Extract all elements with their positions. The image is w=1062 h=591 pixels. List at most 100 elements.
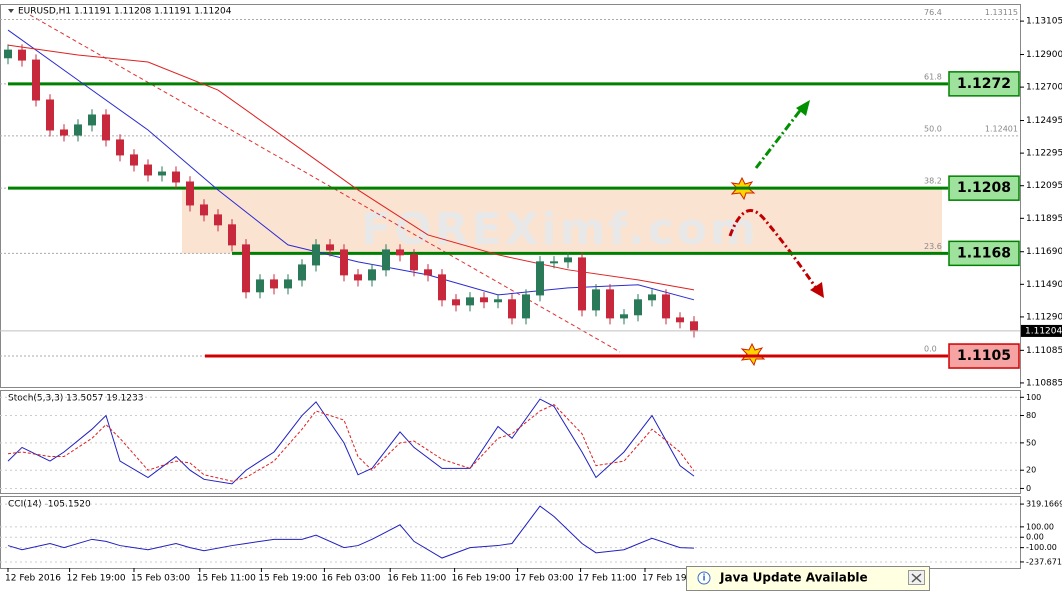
fib-ratio: 61.8 [924, 72, 942, 81]
candle-body [88, 114, 96, 126]
candle-body [242, 244, 250, 293]
candle-body [368, 269, 376, 281]
y-tick-label: 1.12900 [1026, 50, 1062, 60]
candle-body [340, 249, 348, 276]
level-label: 1.1272 [957, 76, 1011, 92]
candle-body [676, 317, 684, 323]
indicator-tick-label: 100.00 [1026, 522, 1054, 531]
fib-ratio: 0.0 [924, 345, 937, 354]
fib-price: 1.12401 [985, 124, 1018, 133]
indicator-line [7, 403, 695, 482]
candle-body [74, 124, 82, 136]
candle-body [480, 297, 488, 303]
info-icon [697, 571, 711, 585]
x-tick-label: 16 Feb 11:00 [387, 574, 446, 584]
current-price-label: 1.11204 [1025, 326, 1062, 336]
candle-body [536, 261, 544, 296]
y-tick-label: 1.11290 [1026, 312, 1062, 322]
level-label: 1.1105 [957, 348, 1011, 364]
y-tick-label: 1.11895 [1026, 214, 1062, 224]
indicator-line [7, 505, 695, 559]
x-tick-label: 12 Feb 19:00 [67, 574, 126, 584]
fib-ratio: 23.6 [924, 242, 942, 251]
level-label: 1.1208 [957, 180, 1011, 196]
bullish-arrowhead [796, 100, 810, 116]
candle-body [452, 299, 460, 306]
candle-body [354, 274, 362, 281]
candle-body [592, 289, 600, 311]
x-tick-label: 12 Feb 2016 [5, 574, 61, 584]
candle-body [60, 129, 68, 136]
level-box [948, 175, 1020, 201]
candle-body [550, 261, 558, 264]
fib-price: 1.13115 [985, 8, 1018, 17]
candle-body [494, 299, 502, 303]
info-glyph: i [702, 574, 705, 584]
candle-body [130, 154, 138, 166]
indicator-title: CCI(14) -105.1520 [8, 500, 91, 510]
indicator-tick-label: 100 [1026, 393, 1041, 402]
indicator-title: Stoch(5,3,3) 13.5057 19.1233 [8, 394, 143, 404]
candle-body [256, 279, 264, 293]
candle-body [102, 114, 110, 141]
candle-body [312, 244, 320, 266]
candle-body [172, 171, 180, 183]
fib-ratio: 50.0 [924, 124, 942, 133]
level-box [948, 240, 1020, 267]
bullish-arrow [754, 107, 804, 169]
x-tick-label: 17 Feb 19:00 [642, 574, 701, 584]
chart-header: EURUSD,H1 1.11191 1.11208 1.11191 1.1120… [18, 7, 232, 17]
x-tick-label: 15 Feb 03:00 [131, 574, 190, 584]
candle-body [214, 214, 222, 226]
candle-body [284, 279, 292, 289]
x-tick-label: 16 Feb 19:00 [452, 574, 511, 584]
indicator-line [7, 398, 695, 485]
candle-body [466, 297, 474, 306]
close-glyph[interactable] [911, 573, 922, 583]
fib-zone [182, 188, 942, 254]
indicator-tick-label: -100.00 [1026, 543, 1057, 552]
indicator-tick-label: 0 [1026, 484, 1031, 493]
main-panel-frame [0, 4, 1021, 388]
candle-body [116, 139, 124, 156]
candle-body [438, 274, 446, 301]
candle-body [522, 294, 530, 319]
indicator-tick-label: 50 [1026, 438, 1036, 447]
candle-body [32, 59, 40, 101]
y-tick-label: 1.13105 [1026, 17, 1062, 27]
candle-body [396, 249, 404, 256]
zone-layer [182, 188, 942, 254]
candle-body [578, 257, 586, 311]
indicator-tick-label: 20 [1026, 466, 1036, 475]
y-tick-label: 1.12495 [1026, 116, 1062, 126]
level-box [948, 343, 1020, 369]
indicator-tick-label: 80 [1026, 411, 1036, 420]
candle-body [424, 269, 432, 276]
candle-body [270, 279, 278, 289]
candle-body [18, 49, 26, 61]
moving-average [7, 44, 695, 291]
x-tick-label: 15 Feb 19:00 [258, 574, 317, 584]
candle-body [690, 321, 698, 332]
cci-panel-frame [0, 496, 1021, 569]
candle-body [4, 49, 12, 59]
bearish-arrowhead [810, 282, 824, 298]
indicator-tick-label: -237.6714 [1026, 557, 1062, 566]
watermark: FOREXimf.com [361, 204, 759, 255]
y-tick-label: 1.12095 [1026, 181, 1062, 191]
candle-body [564, 257, 572, 263]
candle-body [158, 171, 166, 176]
candle-body [606, 289, 614, 319]
y-tick-label: 1.12295 [1026, 149, 1062, 159]
candle-body [634, 299, 642, 316]
java-popup: i Java Update Available [686, 566, 930, 591]
fib-ratio: 76.4 [924, 8, 942, 17]
y-tick-label: 1.12700 [1026, 83, 1062, 93]
popup-title: Java Update Available [719, 571, 868, 585]
candle-body [410, 254, 418, 271]
level-box [948, 71, 1020, 97]
menu-arrow[interactable] [8, 9, 14, 13]
candle-body [620, 314, 628, 319]
